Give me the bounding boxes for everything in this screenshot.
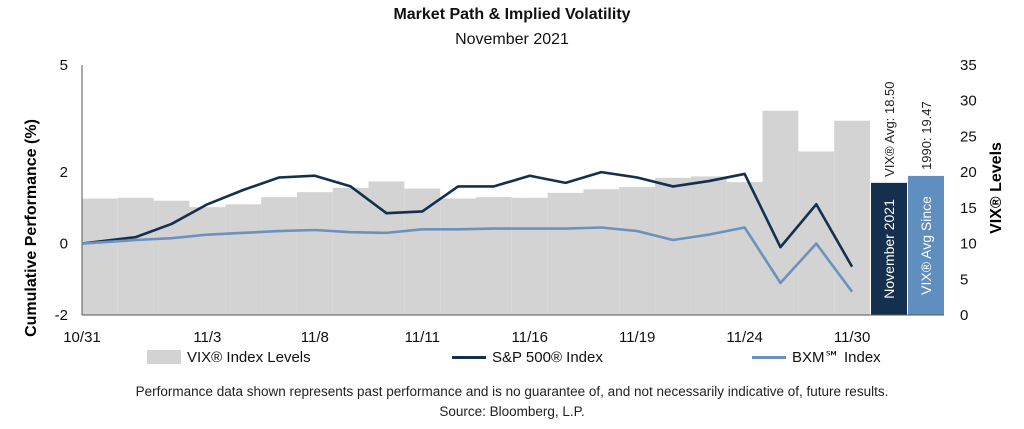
vix-bar (511, 197, 548, 315)
avg-since-1990-bar (908, 175, 944, 315)
vix-bar (117, 197, 154, 315)
vix-bar (368, 181, 405, 315)
vix-bar (404, 188, 441, 315)
bxm-line (81, 226, 854, 293)
legend-vix-swatch (147, 350, 181, 364)
vix-bar (153, 200, 190, 315)
footnote: Performance data shown represents past p… (135, 384, 889, 399)
x-tick-label: 10/31 (63, 329, 101, 345)
vix-bar (296, 192, 333, 315)
right-tick-label: 30 (960, 93, 977, 110)
vix-bar (690, 176, 727, 315)
left-tick-label: 0 (60, 236, 68, 253)
vix-bar (261, 197, 297, 315)
sp500-line (81, 170, 854, 268)
november-avg-bar (871, 182, 907, 315)
vix-bar (476, 197, 512, 315)
x-tick-label: 11/3 (193, 329, 221, 345)
right-tick-label: 25 (960, 128, 977, 145)
vix-bar (762, 110, 799, 315)
november-avg-value-label: VIX® Avg: 18.50 (882, 81, 897, 176)
vix-bar (619, 187, 656, 315)
vix-bar (655, 177, 691, 315)
vix-bar (82, 198, 118, 315)
vix-bar (332, 187, 369, 315)
right-tick-label: 5 (960, 271, 968, 288)
x-tick-label: 11/19 (619, 329, 655, 345)
vix-bar (583, 189, 620, 315)
x-tick-label: 11/24 (726, 329, 762, 345)
x-tick-label: 11/30 (834, 329, 870, 345)
left-tick-label: 2 (60, 164, 68, 181)
vix-bar (547, 192, 584, 315)
chart-subtitle: November 2021 (455, 31, 569, 48)
avg-since-value-label: 1990: 19.47 (919, 101, 934, 170)
legend-bxm-label: BXM℠ Index (792, 349, 881, 366)
legend-sp500-swatch (452, 355, 486, 359)
right-tick-label: 15 (960, 200, 977, 217)
x-tick-label: 11/8 (301, 329, 329, 345)
chart-title: Market Path & Implied Volatility (393, 6, 631, 23)
legend-vix-label: VIX® Index Levels (187, 348, 311, 366)
chart-svg: November 2021 VIX® Avg: 18.50 VIX® Avg Sin… (23, 57, 1005, 345)
right-axis-title: VIX® Levels (988, 142, 1005, 234)
vix-bar (834, 120, 870, 315)
legend-bxm: BXM℠ Index (752, 346, 881, 368)
right-tick-label: 10 (960, 236, 977, 253)
vix-bar (726, 182, 763, 315)
avg-since-bar-label: VIX® Avg Since (918, 196, 934, 295)
source-note: Source: Bloomberg, L.P. (439, 404, 585, 419)
legend-sp500-label: S&P 500® Index (492, 348, 603, 366)
left-tick-label: -2 (55, 307, 68, 324)
vix-bar (798, 151, 835, 315)
left-axis-title: Cumulative Performance (%) (23, 119, 40, 337)
vix-bar (189, 207, 226, 315)
legend-vix: VIX® Index Levels (147, 346, 311, 368)
left-tick-label: 5 (60, 57, 68, 74)
vix-bar (440, 198, 476, 315)
right-tick-label: 0 (960, 307, 968, 324)
legend-bxm-swatch (752, 355, 786, 359)
right-tick-label: 20 (960, 164, 977, 181)
x-tick-label: 11/16 (512, 329, 548, 345)
x-tick-label: 11/11 (405, 329, 440, 345)
legend-sp500: S&P 500® Index (452, 346, 603, 368)
right-tick-label: 35 (960, 57, 977, 74)
vix-bar (225, 204, 262, 315)
november-avg-bar-label: November 2021 (881, 199, 897, 299)
